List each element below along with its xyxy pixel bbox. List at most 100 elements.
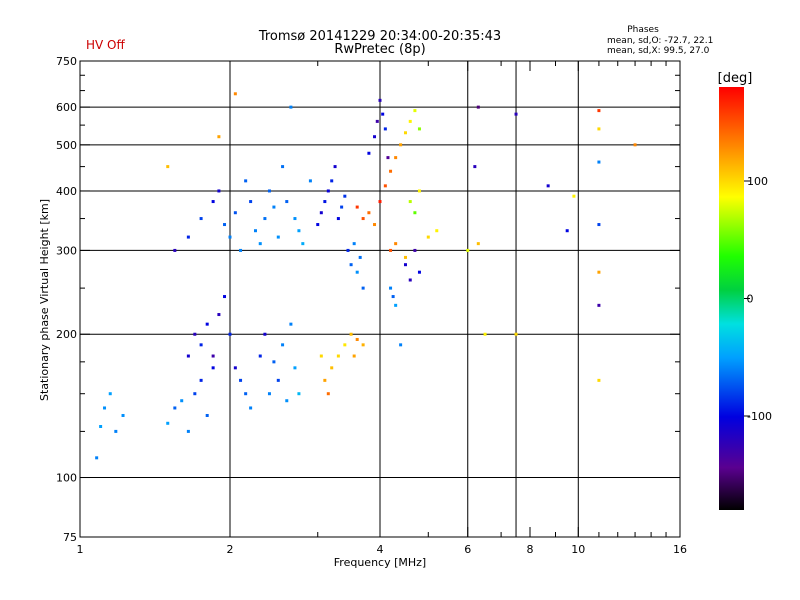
data-point: [355, 270, 359, 274]
x-tick-label: 6: [464, 543, 471, 556]
data-point: [319, 211, 323, 215]
data-point: [389, 286, 393, 290]
data-point: [199, 378, 203, 382]
phases-heading: Phases: [627, 25, 659, 35]
data-point: [408, 119, 412, 123]
data-point: [95, 456, 99, 460]
data-point: [173, 406, 177, 410]
data-point: [546, 184, 550, 188]
data-point: [293, 217, 297, 221]
data-point: [355, 337, 359, 341]
data-point: [389, 169, 393, 173]
data-point: [272, 205, 276, 209]
data-point: [367, 151, 371, 155]
y-tick-label: 400: [56, 185, 77, 198]
data-points: [95, 92, 637, 460]
data-point: [103, 406, 107, 410]
data-point: [399, 343, 403, 347]
data-point: [597, 160, 601, 164]
data-point: [367, 211, 371, 215]
data-point: [383, 127, 387, 131]
data-point: [330, 366, 334, 370]
colorbar-label: [deg]: [718, 71, 753, 86]
data-point: [389, 248, 393, 252]
data-point: [289, 105, 293, 109]
data-point: [361, 217, 365, 221]
data-point: [361, 343, 365, 347]
x-axis-label: Frequency [MHz]: [334, 556, 426, 569]
data-point: [408, 200, 412, 204]
data-point: [597, 127, 601, 131]
data-point: [514, 112, 518, 116]
data-point: [466, 248, 470, 252]
data-point: [346, 248, 350, 252]
colorbar-ticks: 100 0 -100: [744, 175, 772, 423]
data-point: [253, 229, 257, 233]
data-point: [426, 235, 430, 239]
data-point: [308, 179, 312, 183]
chart-title: Tromsø 20141229 20:34:00-20:35:43: [258, 29, 501, 44]
data-point: [205, 322, 209, 326]
data-point: [343, 194, 347, 198]
phases-x-stats: mean, sd,X: 99.5, 27.0: [607, 46, 710, 56]
data-point: [301, 242, 305, 246]
data-point: [180, 399, 184, 403]
x-tick-label: 1: [77, 543, 84, 556]
colorbar-tick-label: -100: [747, 410, 772, 423]
data-point: [244, 179, 248, 183]
data-point: [358, 255, 362, 259]
y-tick-label: 200: [56, 328, 77, 341]
data-point: [394, 242, 398, 246]
data-point: [217, 313, 221, 317]
data-point: [333, 165, 337, 169]
data-point: [211, 200, 215, 204]
data-point: [476, 105, 480, 109]
data-point: [249, 200, 253, 204]
data-point: [193, 332, 197, 336]
data-point: [239, 248, 243, 252]
hv-status-label: HV Off: [86, 38, 125, 52]
data-point: [323, 200, 327, 204]
data-point: [373, 135, 377, 139]
data-point: [352, 242, 356, 246]
data-point: [473, 165, 477, 169]
y-axis-label: Stationary phase Virtual Height [km]: [38, 199, 51, 401]
data-point: [336, 354, 340, 358]
data-point: [319, 354, 323, 358]
data-point: [258, 354, 262, 358]
data-point: [217, 189, 221, 193]
data-point: [323, 378, 327, 382]
data-point: [565, 229, 569, 233]
data-point: [228, 235, 232, 239]
data-point: [267, 189, 271, 193]
data-point: [572, 194, 576, 198]
x-tick-label: 10: [571, 543, 585, 556]
data-point: [297, 229, 301, 233]
data-point: [233, 92, 237, 96]
data-point: [233, 366, 237, 370]
chart-subtitle: RwPretec (8p): [334, 42, 425, 57]
data-point: [114, 429, 118, 433]
data-point: [285, 399, 289, 403]
data-point: [285, 200, 289, 204]
data-point: [205, 413, 209, 417]
data-point: [330, 179, 334, 183]
data-point: [186, 354, 190, 358]
data-point: [375, 119, 379, 123]
data-point: [336, 217, 340, 221]
data-point: [249, 406, 253, 410]
data-point: [435, 229, 439, 233]
data-point: [199, 343, 203, 347]
data-point: [403, 263, 407, 267]
data-point: [293, 366, 297, 370]
data-point: [514, 332, 518, 336]
y-tick-label: 300: [56, 244, 77, 257]
x-tick-label: 4: [377, 543, 384, 556]
data-point: [476, 242, 480, 246]
data-point: [373, 223, 377, 227]
data-point: [394, 303, 398, 307]
data-point: [186, 235, 190, 239]
y-tick-label: 75: [63, 531, 77, 544]
data-point: [483, 332, 487, 336]
data-point: [326, 392, 330, 396]
